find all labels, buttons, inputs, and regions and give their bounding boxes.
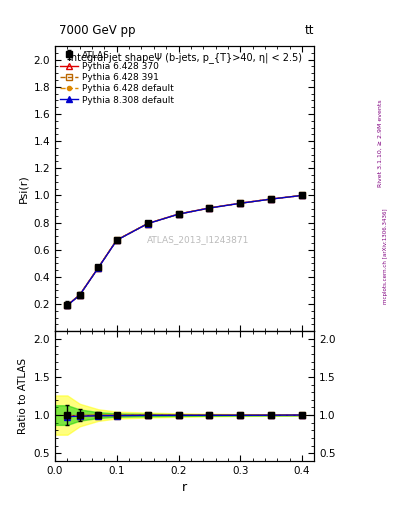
Pythia 6.428 default	[145, 221, 150, 227]
Pythia 6.428 370	[176, 211, 181, 217]
Pythia 6.428 370	[65, 302, 70, 308]
Pythia 6.428 391	[96, 265, 101, 271]
Pythia 6.428 default	[77, 292, 82, 298]
Pythia 6.428 default	[114, 237, 119, 243]
Pythia 6.428 391	[300, 193, 305, 199]
Pythia 6.428 391	[207, 205, 212, 211]
Pythia 6.428 391	[77, 292, 82, 298]
Line: Pythia 8.308 default: Pythia 8.308 default	[64, 193, 305, 308]
Line: Pythia 6.428 default: Pythia 6.428 default	[65, 194, 304, 307]
Pythia 8.308 default	[114, 237, 119, 243]
Pythia 8.308 default	[65, 302, 70, 308]
Pythia 6.428 391	[269, 196, 274, 202]
Pythia 8.308 default	[77, 292, 82, 298]
Text: mcplots.cern.ch [arXiv:1306.3436]: mcplots.cern.ch [arXiv:1306.3436]	[383, 208, 387, 304]
Pythia 6.428 default	[300, 193, 305, 199]
Pythia 6.428 370	[238, 200, 242, 206]
Pythia 6.428 391	[176, 211, 181, 217]
Pythia 6.428 default	[96, 265, 101, 271]
Y-axis label: Psi(r): Psi(r)	[18, 174, 28, 203]
Legend: ATLAS, Pythia 6.428 370, Pythia 6.428 391, Pythia 6.428 default, Pythia 8.308 de: ATLAS, Pythia 6.428 370, Pythia 6.428 39…	[58, 49, 176, 106]
Pythia 6.428 391	[65, 302, 70, 308]
Pythia 6.428 default	[207, 205, 212, 211]
Pythia 8.308 default	[207, 205, 212, 211]
Text: 7000 GeV pp: 7000 GeV pp	[59, 24, 136, 37]
Pythia 6.428 370	[145, 221, 150, 227]
Pythia 6.428 default	[65, 302, 70, 308]
Pythia 8.308 default	[145, 221, 150, 227]
Text: tt: tt	[305, 24, 314, 37]
Pythia 6.428 391	[145, 221, 150, 227]
Text: ATLAS_2013_I1243871: ATLAS_2013_I1243871	[147, 236, 249, 244]
Text: Integral jet shapeΨ (b-jets, p_{T}>40, η| < 2.5): Integral jet shapeΨ (b-jets, p_{T}>40, η…	[68, 52, 302, 62]
Y-axis label: Ratio to ATLAS: Ratio to ATLAS	[18, 358, 28, 434]
Pythia 6.428 370	[207, 205, 212, 211]
Pythia 8.308 default	[176, 211, 181, 217]
Pythia 6.428 391	[114, 237, 119, 243]
X-axis label: r: r	[182, 481, 187, 494]
Pythia 8.308 default	[269, 196, 274, 202]
Pythia 6.428 391	[238, 200, 242, 206]
Pythia 6.428 370	[269, 196, 274, 202]
Line: Pythia 6.428 391: Pythia 6.428 391	[64, 193, 305, 308]
Pythia 8.308 default	[96, 265, 101, 271]
Pythia 6.428 default	[176, 211, 181, 217]
Line: Pythia 6.428 370: Pythia 6.428 370	[64, 193, 305, 308]
Pythia 8.308 default	[300, 193, 305, 199]
Pythia 6.428 default	[269, 196, 274, 202]
Pythia 6.428 370	[300, 193, 305, 199]
Pythia 6.428 370	[114, 237, 119, 243]
Pythia 6.428 default	[238, 200, 242, 206]
Pythia 8.308 default	[238, 200, 242, 206]
Pythia 6.428 370	[96, 265, 101, 271]
Text: Rivet 3.1.10, ≥ 2.9M events: Rivet 3.1.10, ≥ 2.9M events	[378, 99, 383, 187]
Pythia 6.428 370	[77, 292, 82, 298]
